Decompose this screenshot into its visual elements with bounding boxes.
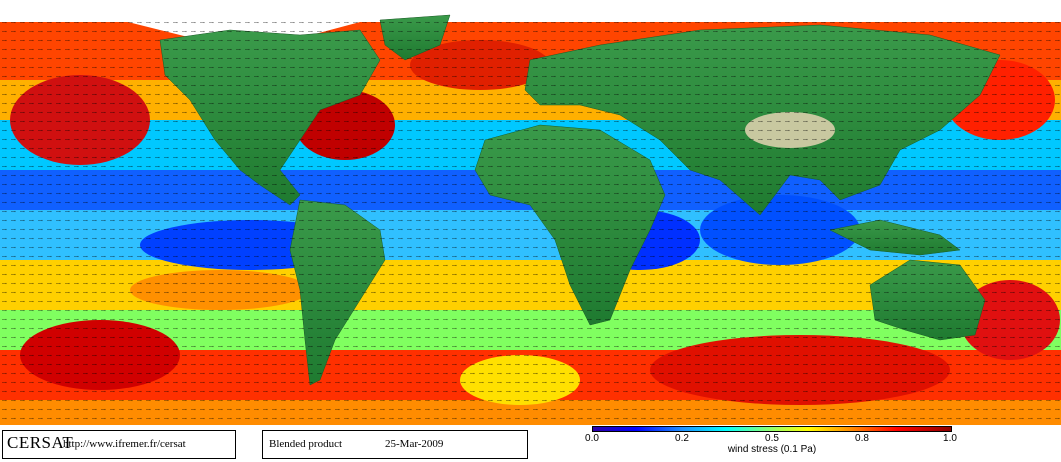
product-info-box: Blended product 25-Mar-2009 xyxy=(262,430,528,459)
cersat-info-box: CERSAT http://www.ifremer.fr/cersat xyxy=(2,430,236,459)
colorbar-tick: 0.5 xyxy=(765,433,779,444)
cersat-logo: CERSAT xyxy=(7,433,74,452)
colorbar-tick: 1.0 xyxy=(943,433,957,444)
wind-vectors xyxy=(0,22,1061,425)
product-label: Blended product xyxy=(269,438,343,450)
cersat-url[interactable]: http://www.ifremer.fr/cersat xyxy=(63,438,186,450)
product-date: 25-Mar-2009 xyxy=(385,438,444,450)
colorbar xyxy=(592,426,952,432)
colorbar-tick: 0.8 xyxy=(855,433,869,444)
colorbar-legend: 0.0 0.2 0.5 0.8 1.0 wind stress (0.1 Pa) xyxy=(585,426,957,458)
colorbar-tick: 0.0 xyxy=(585,433,599,444)
colorbar-tick: 0.2 xyxy=(675,433,689,444)
colorbar-title: wind stress (0.1 Pa) xyxy=(727,444,817,455)
